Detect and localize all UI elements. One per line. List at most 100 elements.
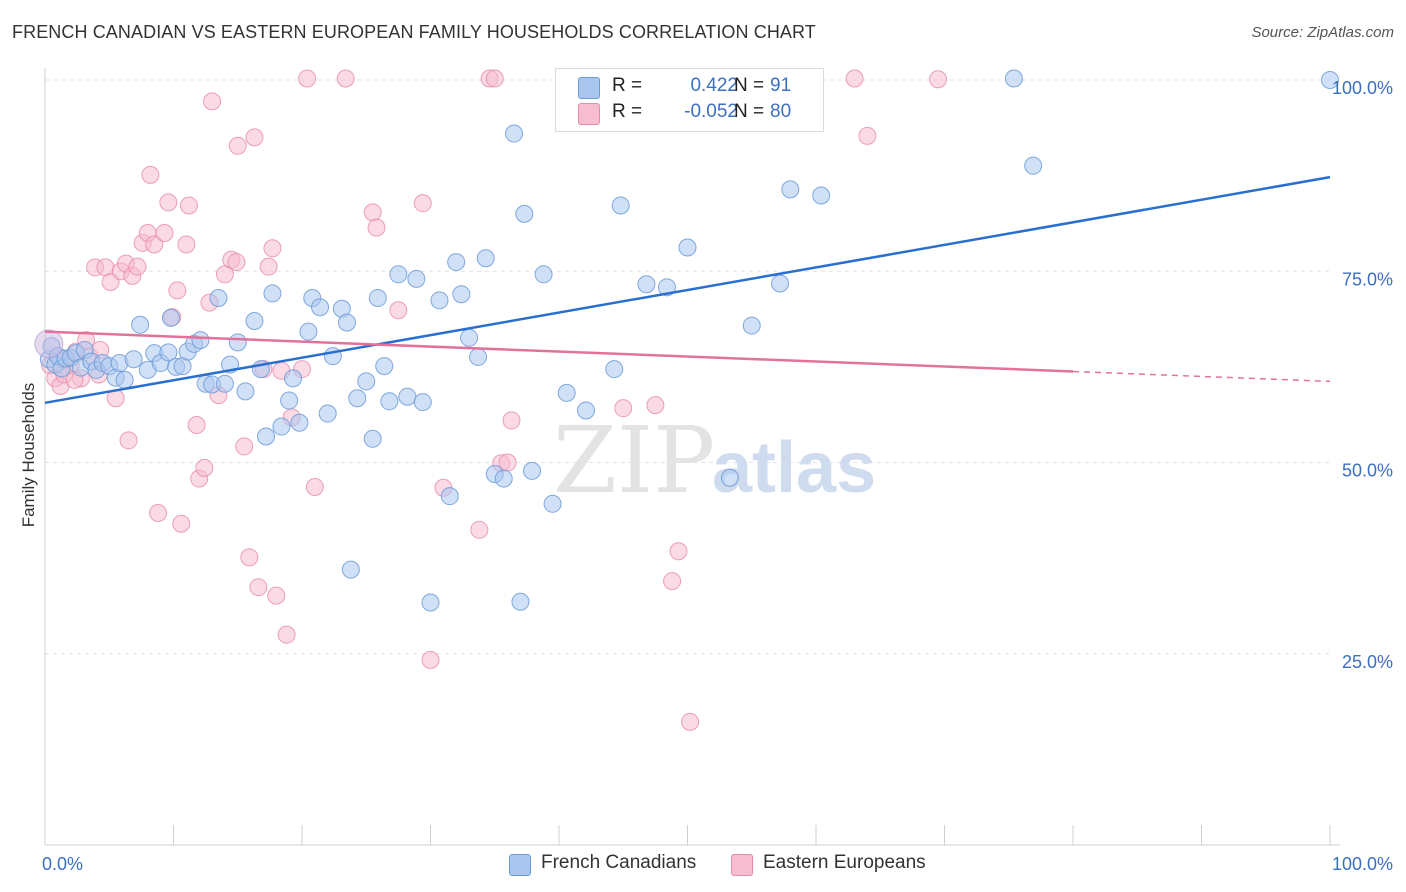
- data-point-french-canadians: [398, 387, 417, 406]
- legend-n-value: 80: [770, 101, 792, 122]
- axes: [44, 68, 1340, 846]
- data-point-french-canadians: [363, 429, 382, 448]
- data-point-eastern-europeans: [128, 257, 147, 276]
- data-point-eastern-europeans: [646, 396, 665, 415]
- data-point-french-canadians: [380, 392, 399, 411]
- data-point-french-canadians: [341, 560, 360, 579]
- data-point-cluster: [34, 329, 64, 359]
- data-point-eastern-europeans: [228, 136, 247, 155]
- chart-title: FRENCH CANADIAN VS EASTERN EUROPEAN FAMI…: [12, 22, 816, 42]
- data-point-french-canadians: [191, 331, 210, 350]
- data-point-french-canadians: [543, 494, 562, 513]
- legend-swatch-blue: [578, 77, 600, 99]
- data-point-eastern-europeans: [502, 411, 521, 430]
- data-point-eastern-europeans: [159, 193, 178, 212]
- data-point-french-canadians: [115, 370, 134, 389]
- data-point-eastern-europeans: [119, 431, 138, 450]
- data-point-french-canadians: [1321, 71, 1339, 89]
- data-point-french-canadians: [257, 427, 276, 446]
- trend-lines: [44, 175, 1331, 405]
- data-point-eastern-europeans: [259, 257, 278, 276]
- data-point-french-canadians: [523, 461, 542, 480]
- data-point-french-canadians: [534, 265, 553, 284]
- data-point-eastern-europeans: [155, 224, 174, 242]
- x-tick-label: 0.0%: [42, 854, 83, 874]
- legend-r-label: R =: [612, 75, 643, 96]
- watermark-zip: ZIP: [553, 407, 715, 514]
- y-axis-label: Family Households: [19, 383, 38, 528]
- data-point-french-canadians: [605, 360, 624, 379]
- data-point-eastern-europeans: [389, 301, 408, 320]
- data-point-french-canadians: [337, 313, 356, 332]
- data-point-eastern-europeans: [172, 514, 191, 533]
- data-point-eastern-europeans: [240, 548, 259, 567]
- data-point-french-canadians: [290, 413, 309, 432]
- data-point-eastern-europeans: [681, 712, 700, 731]
- data-point-eastern-europeans: [669, 542, 688, 561]
- data-point-french-canadians: [124, 350, 143, 369]
- data-point-french-canadians: [245, 311, 264, 330]
- data-point-french-canadians: [280, 391, 299, 410]
- data-point-french-canadians: [407, 269, 426, 288]
- data-point-french-canadians: [272, 417, 291, 436]
- trend-line-french-canadians: [44, 175, 1331, 405]
- data-point-french-canadians: [452, 285, 471, 304]
- data-point-french-canadians: [657, 278, 676, 297]
- french-canadians-points: [34, 69, 1339, 612]
- data-point-french-canadians: [440, 487, 459, 506]
- data-point-eastern-europeans: [413, 194, 432, 213]
- tick-labels: 25.0% 50.0% 75.0% 100.0% 0.0% 100.0%: [42, 78, 1393, 874]
- data-point-eastern-europeans: [245, 128, 264, 147]
- data-point-french-canadians: [209, 289, 228, 308]
- data-point-eastern-europeans: [336, 69, 355, 88]
- data-point-eastern-europeans: [277, 625, 296, 644]
- legend-n-label: N =: [734, 75, 765, 96]
- data-point-french-canadians: [389, 265, 408, 284]
- y-tick-label: 100.0%: [1332, 78, 1393, 98]
- data-point-french-canadians: [611, 196, 630, 215]
- data-point-french-canadians: [430, 291, 449, 310]
- data-point-french-canadians: [159, 343, 178, 362]
- data-point-eastern-europeans: [149, 503, 168, 522]
- data-point-french-canadians: [284, 369, 303, 388]
- data-point-eastern-europeans: [235, 437, 254, 456]
- data-point-french-canadians: [413, 393, 432, 412]
- data-point-french-canadians: [357, 372, 376, 391]
- data-point-french-canadians: [348, 389, 367, 408]
- legend-r-value: -0.052: [684, 101, 738, 122]
- data-point-french-canadians: [375, 357, 394, 376]
- data-point-eastern-europeans: [145, 235, 164, 254]
- data-point-french-canadians: [1024, 156, 1043, 175]
- data-point-eastern-europeans: [663, 572, 682, 591]
- data-point-french-canadians: [447, 253, 466, 272]
- data-point-french-canadians: [469, 347, 488, 366]
- data-point-eastern-europeans: [485, 69, 504, 88]
- data-point-eastern-europeans: [263, 239, 282, 258]
- watermark: ZIP atlas: [553, 407, 876, 514]
- data-point-eastern-europeans: [179, 196, 198, 215]
- eastern-europeans-points: [41, 69, 948, 731]
- legend-swatch-pink: [578, 103, 600, 125]
- data-point-eastern-europeans: [203, 92, 222, 111]
- data-point-french-canadians: [781, 180, 800, 199]
- y-tick-label: 50.0%: [1342, 461, 1393, 481]
- y-tick-label: 25.0%: [1342, 652, 1393, 672]
- data-point-eastern-europeans: [195, 458, 214, 477]
- data-point-french-canadians: [771, 274, 790, 293]
- data-point-eastern-europeans: [249, 578, 268, 597]
- trend-line-eastern-europeans-extension: [1072, 370, 1331, 383]
- data-point-eastern-europeans: [187, 416, 206, 435]
- legend-swatch-blue: [509, 854, 531, 876]
- legend-n-label: N =: [734, 101, 765, 122]
- legend-swatch-pink: [731, 854, 753, 876]
- data-point-french-canadians: [505, 124, 524, 143]
- data-point-french-canadians: [511, 592, 530, 611]
- source-label: Source: ZipAtlas.com: [1251, 24, 1394, 41]
- data-point-eastern-europeans: [845, 69, 864, 88]
- data-point-french-canadians: [1004, 69, 1023, 88]
- data-point-eastern-europeans: [929, 70, 948, 89]
- data-point-french-canadians: [460, 328, 479, 347]
- legend-label: French Canadians: [541, 852, 697, 873]
- data-point-eastern-europeans: [363, 203, 382, 222]
